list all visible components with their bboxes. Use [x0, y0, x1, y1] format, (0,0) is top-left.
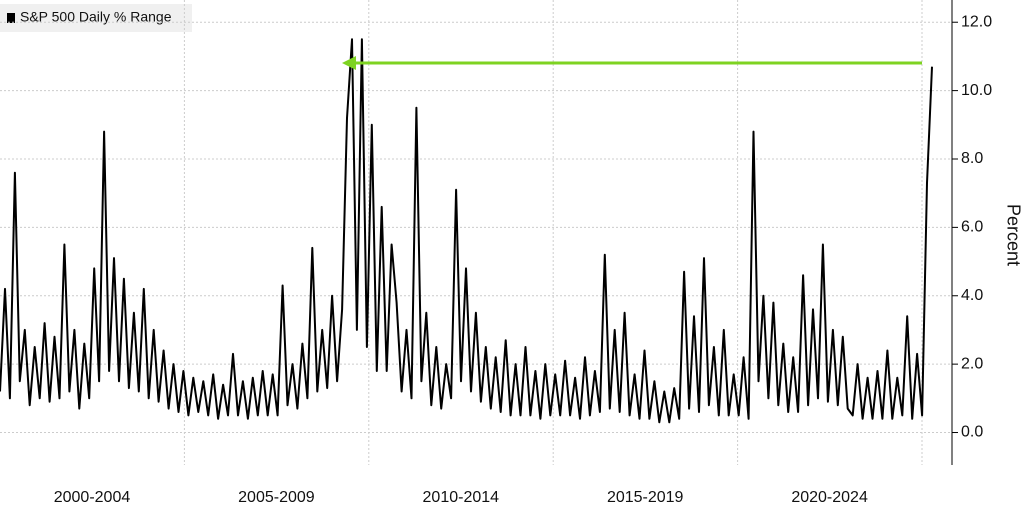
series-line: [0, 38, 933, 424]
arrow-head: [342, 56, 356, 70]
y-tick-label: 0.0: [961, 424, 983, 441]
legend-swatch: [7, 13, 15, 23]
x-tick-label: 2020-2024: [791, 489, 868, 506]
x-tick-label: 2015-2019: [607, 489, 684, 506]
y-tick-label: 4.0: [961, 287, 983, 304]
legend-label: S&P 500 Daily % Range: [20, 9, 172, 25]
y-tick-label: 12.0: [961, 13, 992, 30]
x-tick-label: 2005-2009: [238, 489, 315, 506]
y-tick-label: 6.0: [961, 219, 983, 236]
y-axis-title: Percent: [1003, 204, 1023, 266]
y-tick-label: 8.0: [961, 150, 983, 167]
legend-box: [0, 4, 192, 32]
y-tick-label: 2.0: [961, 355, 983, 372]
x-tick-label: 2000-2004: [54, 489, 131, 506]
y-tick-label: 10.0: [961, 82, 992, 99]
x-tick-label: 2010-2014: [423, 489, 500, 506]
